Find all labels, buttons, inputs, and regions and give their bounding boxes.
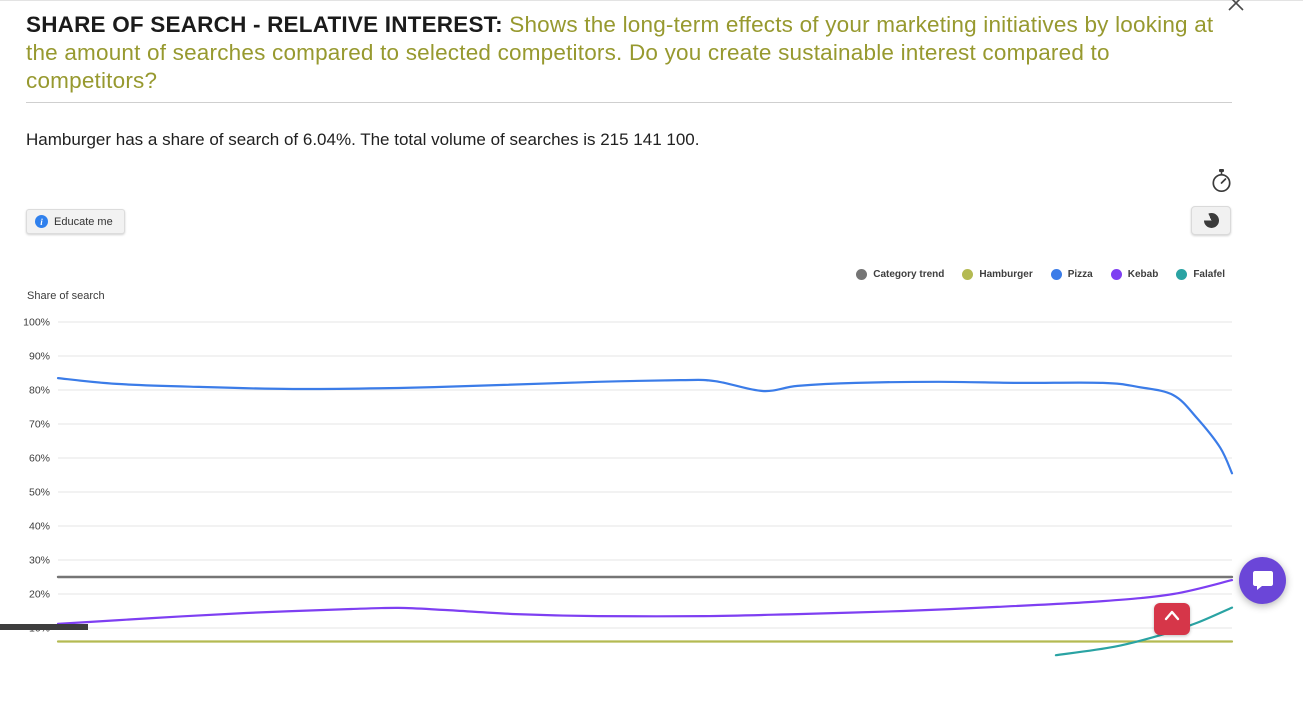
pie-chart-icon <box>1203 213 1219 228</box>
header-divider <box>26 102 1232 103</box>
legend-dot-category-trend <box>856 269 868 280</box>
page-title-label: SHARE OF SEARCH - RELATIVE INTEREST: <box>26 12 503 37</box>
bottom-edge-bar <box>0 624 88 630</box>
legend-item-kebab[interactable]: Kebab <box>1110 269 1159 280</box>
series-line-kebab <box>56 579 1234 625</box>
legend-label: Falafel <box>1193 269 1225 280</box>
svg-text:50%: 50% <box>29 487 50 499</box>
y-gridlines <box>58 321 1232 629</box>
scroll-to-top-button[interactable] <box>1154 603 1190 635</box>
svg-text:60%: 60% <box>29 453 50 465</box>
stopwatch-icon[interactable] <box>1209 168 1234 194</box>
series-line-falafel <box>1054 606 1234 657</box>
y-axis-title: Share of search <box>27 290 105 302</box>
legend-dot-kebab <box>1110 269 1122 280</box>
legend-dot-hamburger <box>962 269 974 280</box>
chart-canvas: 100%90%80%70%60%50%40%30%20%10% <box>23 317 1234 657</box>
chat-launcher-button[interactable] <box>1239 557 1286 604</box>
svg-text:90%: 90% <box>29 351 50 363</box>
chart-legend: Category trend Hamburger Pizza Kebab Falafel <box>856 269 1225 280</box>
legend-label: Pizza <box>1067 269 1093 280</box>
pie-chart-toggle-button[interactable] <box>1191 206 1231 235</box>
close-icon[interactable] <box>1227 0 1245 12</box>
page-title: SHARE OF SEARCH - RELATIVE INTEREST: Sho… <box>26 11 1232 95</box>
panel-header: SHARE OF SEARCH - RELATIVE INTEREST: Sho… <box>26 11 1232 95</box>
legend-label: Kebab <box>1127 269 1159 280</box>
legend-item-pizza[interactable]: Pizza <box>1050 269 1093 280</box>
panel-top-border <box>0 0 1303 1</box>
svg-text:80%: 80% <box>29 385 50 397</box>
chat-bubble-icon <box>1252 570 1273 590</box>
svg-text:40%: 40% <box>29 521 50 533</box>
chevron-up-icon <box>1164 610 1180 621</box>
share-of-search-chart: 100%90%80%70%60%50%40%30%20%10% <box>0 310 1303 710</box>
legend-item-category-trend[interactable]: Category trend <box>856 269 944 280</box>
summary-text: Hamburger has a share of search of 6.04%… <box>26 130 700 149</box>
svg-text:70%: 70% <box>29 419 50 431</box>
legend-label: Category trend <box>873 269 945 280</box>
page-title-description: Shows the long-term effects of your mark… <box>26 12 1214 93</box>
chart-series <box>56 377 1234 657</box>
educate-me-label: Educate me <box>54 215 113 228</box>
svg-text:100%: 100% <box>23 317 50 329</box>
series-line-pizza <box>56 377 1234 475</box>
svg-text:30%: 30% <box>29 555 50 567</box>
info-icon: i <box>35 215 48 228</box>
svg-text:20%: 20% <box>29 589 50 601</box>
educate-me-button[interactable]: i Educate me <box>26 209 125 234</box>
legend-item-falafel[interactable]: Falafel <box>1176 269 1225 280</box>
y-axis-tick-labels: 100%90%80%70%60%50%40%30%20%10% <box>23 317 50 635</box>
legend-dot-pizza <box>1050 269 1062 280</box>
legend-item-hamburger[interactable]: Hamburger <box>962 269 1033 280</box>
legend-label: Hamburger <box>979 269 1033 280</box>
legend-dot-falafel <box>1176 269 1188 280</box>
